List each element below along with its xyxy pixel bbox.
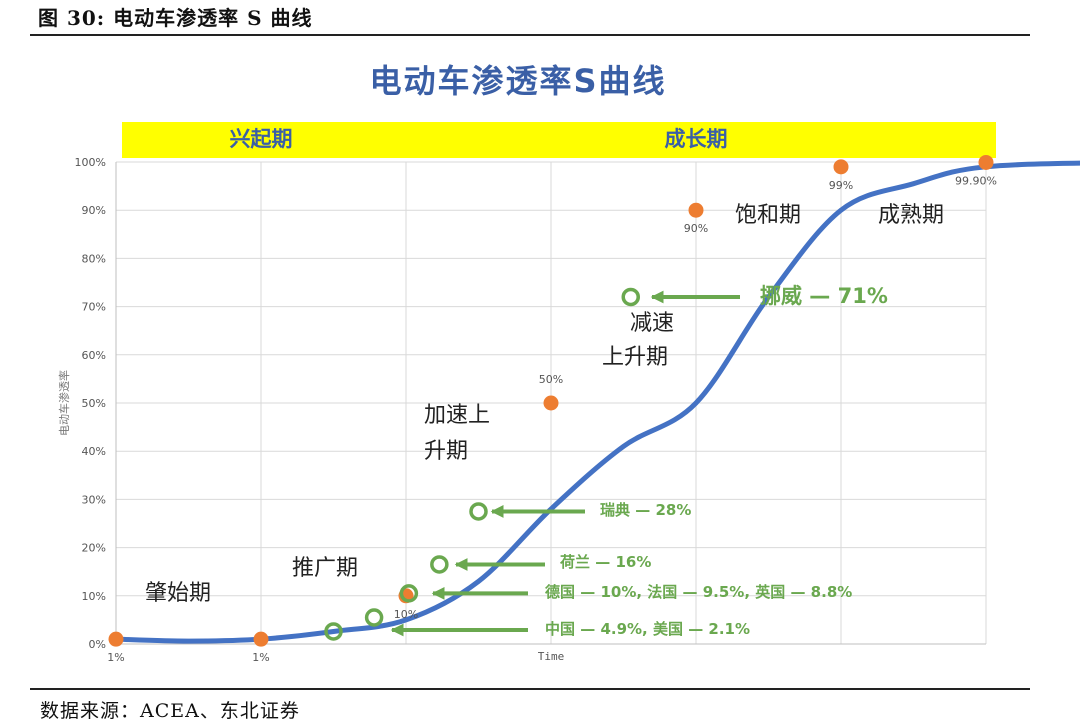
- country-annotation: 中国 — 4.9%, 美国 — 2.1%: [545, 620, 750, 638]
- milestone-dot: [543, 395, 559, 411]
- country-marker: [430, 555, 449, 574]
- y-tick-label: 10%: [82, 590, 106, 603]
- country-annotation: 德国 — 10%, 法国 — 9.5%, 英国 — 8.8%: [545, 583, 852, 601]
- y-tick-label: 90%: [82, 204, 106, 217]
- y-axis-label: 电动车渗透率: [57, 370, 71, 436]
- stage-label: 加速上: [424, 403, 490, 428]
- stage-label: 肇始期: [145, 581, 211, 606]
- milestone-dot: [108, 631, 124, 647]
- milestone-label: 1%: [252, 651, 269, 664]
- stage-label: 推广期: [292, 556, 358, 581]
- milestone-label: 50%: [539, 373, 563, 386]
- milestone-label: 90%: [684, 222, 708, 235]
- milestone-label: 99.90%: [955, 174, 997, 187]
- milestone-dot: [253, 631, 269, 647]
- top-rule: [30, 34, 1030, 36]
- stage-label: 成熟期: [878, 203, 944, 228]
- stage-label: 饱和期: [735, 203, 801, 228]
- y-tick-label: 20%: [82, 542, 106, 555]
- country-marker: [621, 287, 640, 307]
- source-note: 数据来源：ACEA、东北证券: [40, 700, 300, 722]
- bottom-rule: [30, 688, 1030, 690]
- country-annotation: 挪威 — 71%: [760, 284, 888, 308]
- country-marker: [399, 584, 419, 603]
- y-tick-label: 60%: [82, 349, 106, 362]
- milestone-label: 1%: [107, 651, 124, 664]
- figure-caption: 图 30: 电动车渗透率 S 曲线: [38, 6, 313, 30]
- country-annotation: 荷兰 — 16%: [560, 553, 651, 571]
- phase-label-0: 兴起期: [230, 127, 293, 151]
- y-tick-label: 70%: [82, 301, 106, 314]
- country-annotation: 瑞典 — 28%: [600, 501, 691, 519]
- y-tick-label: 100%: [75, 156, 106, 169]
- s-curve-chart: 电动车渗透率S曲线 0% 10% 20% 30% 40% 50% 60% 70% 80% 90% 1…: [57, 62, 1080, 664]
- milestone-dot: [833, 159, 849, 175]
- milestone-dot: [688, 202, 704, 218]
- y-tick-label: 30%: [82, 493, 106, 506]
- stage-label: 上升期: [602, 345, 668, 370]
- milestone-label: 10%: [394, 608, 418, 621]
- country-marker: [364, 608, 384, 627]
- milestone-label: 99%: [829, 179, 853, 192]
- y-tick-label: 40%: [82, 445, 106, 458]
- phase-label-1: 成长期: [665, 127, 728, 151]
- y-tick-label: 50%: [82, 397, 106, 410]
- chart-title: 电动车渗透率S曲线: [369, 62, 666, 100]
- phase-band: [122, 122, 996, 158]
- country-marker: [469, 502, 488, 521]
- x-axis-label: Time: [538, 650, 565, 663]
- stage-label: 减速: [630, 311, 674, 336]
- stage-label: 升期: [424, 439, 468, 464]
- y-tick-label: 0%: [89, 638, 106, 651]
- country-marker: [324, 622, 343, 641]
- milestone-dot: [978, 154, 994, 170]
- y-tick-label: 80%: [82, 252, 106, 265]
